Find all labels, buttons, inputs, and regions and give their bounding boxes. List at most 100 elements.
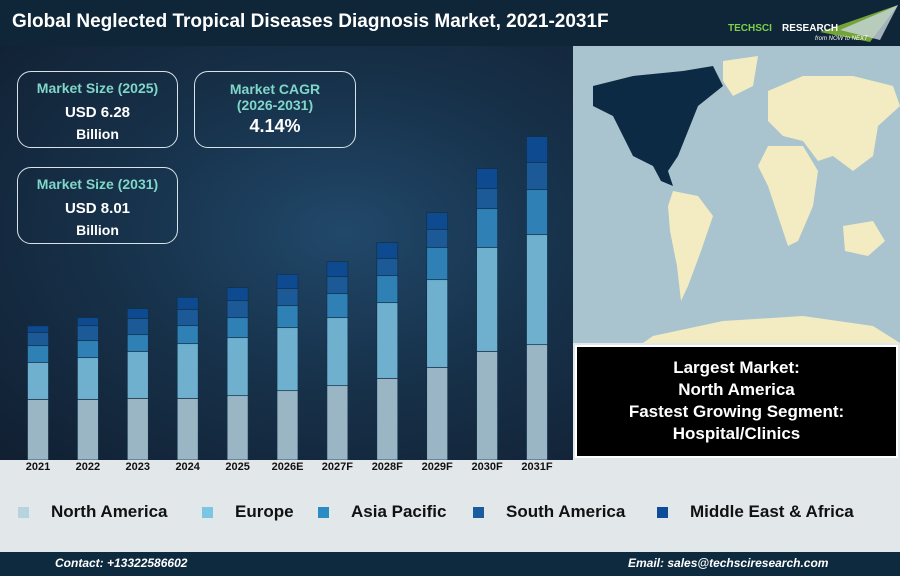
legend-item: Asia Pacific [318, 502, 446, 522]
legend-swatch [18, 506, 29, 518]
bar-2021-asia-pacific [27, 345, 49, 363]
bar-2028F-asia-pacific [376, 275, 399, 304]
bar-2024-asia-pacific [176, 325, 199, 345]
legend-swatch [318, 506, 329, 518]
bar-2030F-asia-pacific [476, 208, 498, 248]
market-size-2031-card: Market Size (2031) USD 8.01 Billion [17, 167, 178, 244]
contact-phone: Contact: +13322586602 [55, 556, 188, 570]
market-cagr-card: Market CAGR (2026-2031) 4.14% [194, 71, 356, 148]
legend-item: Europe [202, 502, 294, 522]
australia [843, 221, 885, 256]
techsci-logo: TECHSCI RESEARCH from NOW to NEXT [728, 5, 898, 42]
antarctica [643, 316, 900, 343]
page-title: Global Neglected Tropical Diseases Diagn… [12, 11, 609, 32]
bar-2031F-south-america [526, 161, 548, 191]
card-value: USD 6.28 [64, 104, 131, 121]
europe-asia [768, 76, 900, 171]
bar-2028F-europe [376, 302, 399, 379]
x-tick-label: 2024 [175, 461, 200, 473]
stacked-bar-chart [27, 136, 548, 460]
bar-2022-asia-pacific [77, 340, 99, 359]
bar-2023-europe [126, 350, 149, 399]
x-tick-label: 2025 [225, 461, 250, 473]
bar-2027F-asia-pacific [326, 293, 349, 319]
bar-2028F-south-america [376, 257, 399, 277]
legend-swatch [202, 506, 213, 518]
bar-2029F-europe [426, 279, 449, 368]
x-tick-label: 2026E [271, 461, 304, 473]
bar-2027F-south-america [326, 276, 349, 295]
south-america [668, 191, 713, 301]
bar-2022-north-america [77, 398, 99, 460]
bar-2021-middle-east-africa [27, 325, 49, 333]
bar-2026E-south-america [276, 288, 299, 307]
legend-item: Middle East & Africa [657, 502, 854, 522]
bar-2026E-europe [276, 327, 299, 392]
bar-2023-middle-east-africa [126, 308, 149, 319]
x-tick-label: 2031F [521, 461, 553, 473]
bar-2021-south-america [27, 331, 49, 347]
key-insights-box: Largest Market: North America Fastest Gr… [575, 345, 898, 458]
card-value: USD 8.01 [64, 200, 131, 217]
market-size-2025-card: Market Size (2025) USD 6.28 Billion [17, 71, 178, 148]
bar-2027F-north-america [326, 385, 349, 460]
world-map [573, 46, 900, 343]
bar-2025-south-america [226, 300, 249, 319]
legend-label: South America [506, 502, 626, 521]
bar-2026E-middle-east-africa [276, 273, 299, 290]
legend-swatch [473, 506, 484, 518]
bar-2022-middle-east-africa [77, 317, 99, 327]
x-tick-label: 2029F [421, 461, 453, 473]
bar-2027F-europe [326, 317, 349, 387]
card-unit: Billion [76, 222, 119, 238]
x-tick-label: 2021 [25, 461, 51, 473]
bar-2031F-asia-pacific [526, 189, 548, 236]
card-label: Market Size (2031) [36, 176, 159, 192]
bar-2029F-north-america [426, 366, 449, 460]
legend-label: Europe [235, 502, 294, 521]
header: Global Neglected Tropical Diseases Diagn… [0, 0, 900, 46]
contact-email: Email: sales@techsciresearch.com [628, 556, 829, 570]
legend-label: North America [51, 502, 168, 521]
svg-text:TECHSCI: TECHSCI [728, 23, 772, 34]
x-tick-label: 2030F [471, 461, 503, 473]
svg-text:RESEARCH: RESEARCH [782, 23, 838, 34]
largest-market-value: North America [678, 380, 795, 399]
card-label: Market Size (2025) [36, 80, 159, 96]
fastest-segment-label: Fastest Growing Segment: [628, 402, 845, 421]
legend-item: South America [473, 502, 625, 522]
north-america-region [593, 66, 723, 186]
legend-item: North America [18, 502, 168, 522]
bar-2030F-north-america [476, 350, 498, 460]
x-axis: 2021 2022 2023 2024 2025 2026E 2027F 2028F 2029F… [0, 460, 573, 476]
largest-market-label: Largest Market: [673, 358, 800, 377]
bar-2030F-middle-east-africa [476, 168, 498, 190]
bar-2023-asia-pacific [126, 334, 149, 352]
bar-2024-middle-east-africa [176, 296, 199, 310]
legend-label: Asia Pacific [351, 502, 447, 521]
card-unit: Billion [76, 126, 119, 142]
bar-2024-south-america [176, 308, 199, 327]
legend-swatch [657, 506, 668, 518]
x-tick-label: 2028F [371, 461, 403, 473]
bar-2022-south-america [77, 325, 99, 342]
card-label: Market CAGR [229, 81, 321, 97]
card-value: 4.14% [249, 116, 301, 136]
fastest-segment-value: Hospital/Clinics [672, 424, 801, 443]
bar-2027F-middle-east-africa [326, 261, 349, 278]
bar-2029F-south-america [426, 228, 449, 248]
bar-2026E-north-america [276, 390, 299, 460]
bar-2021-europe [27, 361, 49, 400]
bar-2026E-asia-pacific [276, 305, 299, 329]
footer: Contact: +13322586602 Email: sales@techs… [0, 552, 900, 576]
bar-2025-asia-pacific [226, 317, 249, 339]
bar-2030F-south-america [476, 188, 498, 210]
bar-2025-middle-east-africa [226, 287, 249, 302]
bar-2029F-middle-east-africa [426, 212, 449, 230]
bar-2025-north-america [226, 395, 249, 460]
x-tick-label: 2023 [125, 461, 151, 473]
legend-label: Middle East & Africa [690, 502, 854, 521]
greenland [723, 56, 758, 96]
bar-2031F-north-america [526, 344, 548, 460]
bar-2030F-europe [476, 246, 498, 352]
